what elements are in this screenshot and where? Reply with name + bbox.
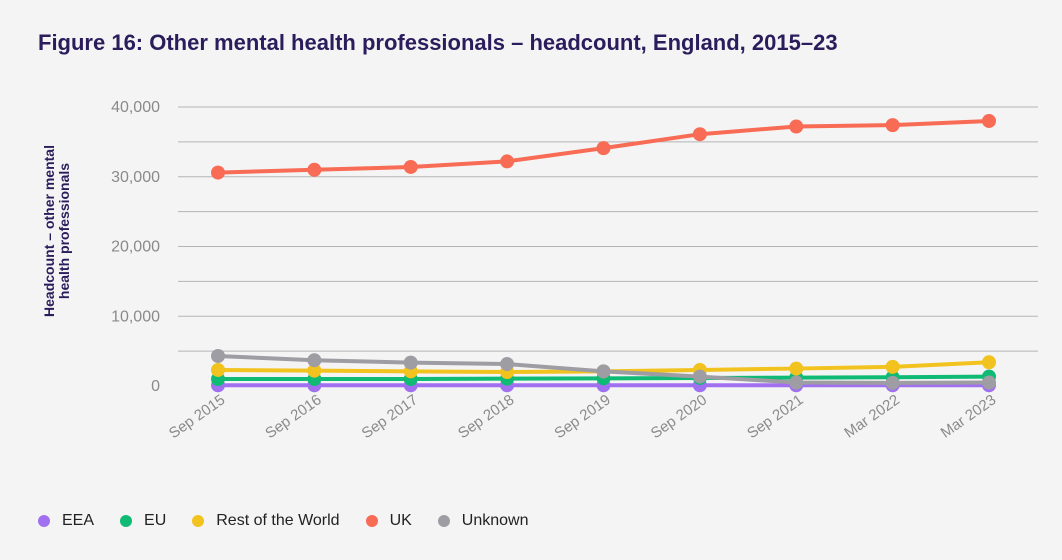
- data-point-uk: [789, 119, 804, 134]
- data-point-rest-of-the-world: [789, 361, 804, 376]
- data-point-uk: [982, 113, 996, 128]
- x-tick-label: Sep 2020: [648, 391, 710, 442]
- x-tick-label: Sep 2019: [551, 391, 613, 442]
- data-point-uk: [596, 141, 611, 156]
- data-point-unknown: [596, 364, 611, 379]
- legend-item-eu: EU: [120, 512, 166, 530]
- x-tick-label: Sep 2015: [166, 391, 228, 442]
- data-point-unknown: [692, 369, 707, 384]
- legend-item-uk: UK: [365, 512, 412, 530]
- data-point-rest-of-the-world: [211, 362, 225, 377]
- legend-swatch: [365, 515, 378, 527]
- legend-item-rest-of-the-world: Rest of the World: [192, 512, 340, 530]
- y-tick-label: 10,000: [111, 308, 160, 325]
- chart-title: Figure 16: Other mental health professio…: [38, 30, 838, 55]
- legend-label: EEA: [62, 512, 95, 529]
- x-tick-label: Mar 2022: [841, 391, 903, 441]
- y-tick-label: 40,000: [111, 99, 160, 116]
- x-tick-label: Sep 2016: [262, 391, 324, 442]
- legend-item-eea: EEA: [38, 512, 94, 530]
- x-tick-label: Mar 2023: [938, 391, 1000, 441]
- data-point-rest-of-the-world: [307, 363, 322, 378]
- data-point-uk: [692, 127, 707, 142]
- data-point-uk: [403, 159, 418, 174]
- data-point-rest-of-the-world: [885, 359, 900, 374]
- legend-swatch: [38, 515, 50, 527]
- data-point-unknown: [982, 375, 996, 390]
- chart-plot-area: 0 10,000 20,000 30,000 40,000 Sep 2015 Sep 201…: [111, 99, 1038, 442]
- data-point-uk: [500, 154, 515, 169]
- data-point-uk: [211, 165, 225, 180]
- legend-item-unknown: Unknown: [437, 512, 529, 530]
- legend-label: UK: [389, 512, 412, 529]
- data-point-uk: [885, 118, 900, 133]
- legend-swatch: [192, 515, 205, 527]
- legend-swatch: [437, 515, 450, 527]
- data-point-unknown: [789, 375, 804, 390]
- data-point-unknown: [885, 375, 900, 390]
- legend-swatch: [120, 515, 133, 527]
- data-point-unknown: [500, 357, 515, 372]
- data-point-unknown: [307, 353, 322, 368]
- data-point-rest-of-the-world: [982, 355, 996, 370]
- y-tick-label: 0: [151, 378, 160, 395]
- data-point-unknown: [403, 355, 418, 370]
- legend-label: Unknown: [461, 512, 529, 529]
- y-tick-label: 20,000: [111, 239, 160, 256]
- data-point-uk: [307, 162, 322, 177]
- x-tick-label: Sep 2018: [455, 391, 517, 442]
- legend-label: Rest of the World: [216, 512, 340, 529]
- x-tick-label: Sep 2021: [744, 391, 806, 442]
- data-point-unknown: [211, 349, 225, 364]
- y-tick-label: 30,000: [111, 169, 160, 186]
- x-tick-label: Sep 2017: [359, 391, 421, 442]
- chart-legend: EEA EU Rest of the World UK Unknown: [38, 512, 555, 530]
- legend-label: EU: [144, 512, 167, 529]
